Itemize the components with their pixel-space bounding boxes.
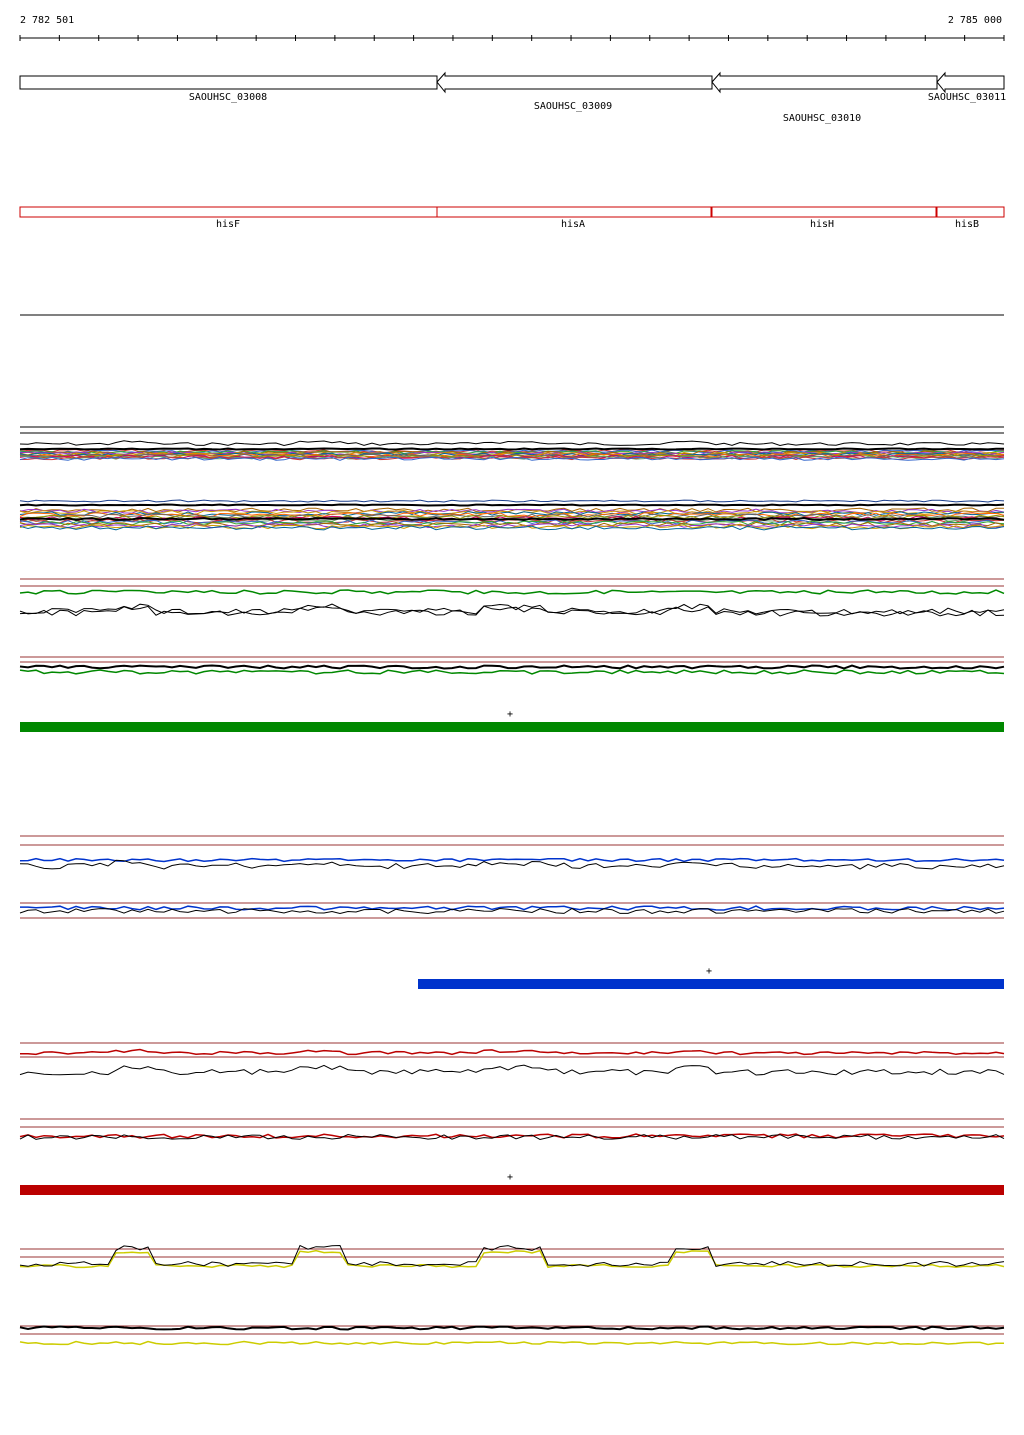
strand-mark-blue: +: [706, 966, 712, 977]
expression-line-black: [19, 1064, 1005, 1076]
expression-group-red: [19, 1042, 1005, 1141]
expression-line-black: [19, 1133, 1005, 1141]
expression-line-black: [19, 440, 1005, 447]
feature-arrow-SAOUHSC_03008[interactable]: [19, 75, 438, 90]
expression-bundle-2: [19, 499, 1005, 531]
expression-line-black: [19, 1325, 1005, 1331]
gene-box-hisB[interactable]: [936, 206, 1005, 218]
gene-label-hisB: hisB: [955, 219, 979, 230]
transcript-bar-blue[interactable]: [418, 979, 1004, 989]
ruler-ticks: [19, 35, 1005, 41]
feature-arrow-SAOUHSC_03009[interactable]: [436, 71, 713, 94]
feature-label-SAOUHSC_03008: SAOUHSC_03008: [189, 92, 267, 103]
expression-line-green: [19, 589, 1005, 595]
feature-label-SAOUHSC_03010: SAOUHSC_03010: [783, 113, 861, 124]
expression-group-blue: [19, 835, 1005, 919]
expression-line-black: [19, 907, 1005, 915]
expression-line-yellow: [19, 1340, 1005, 1346]
expression-line-black: [19, 859, 1005, 870]
feature-track[interactable]: SAOUHSC_03008 SAOUHSC_03009 SAOUHSC_0301…: [19, 71, 1006, 124]
expression-line-black: [19, 516, 1005, 522]
expression-line: [19, 451, 1005, 457]
expression-group-yellow: [19, 1244, 1005, 1346]
expression-line-blue: [20, 905, 1005, 911]
expression-line: [19, 508, 1005, 514]
gene-label-hisF: hisF: [216, 219, 240, 230]
feature-label-SAOUHSC_03009: SAOUHSC_03009: [534, 101, 612, 112]
feature-arrow-SAOUHSC_03010[interactable]: [711, 71, 938, 94]
gene-label-hisA: hisA: [561, 219, 585, 230]
strand-mark-red: +: [507, 1172, 513, 1183]
expression-line-blue: [19, 857, 1005, 863]
expression-bundle-1: [19, 440, 1005, 461]
expression-line: [19, 525, 1005, 531]
strand-mark-green: +: [507, 709, 513, 720]
expression-line-green: [19, 669, 1005, 675]
expression-line-black: [19, 503, 1005, 507]
transcript-bar-green[interactable]: [20, 722, 1004, 732]
gene-label-hisH: hisH: [810, 219, 834, 230]
feature-arrow-SAOUHSC_03011[interactable]: [936, 71, 1005, 94]
expression-line-red: [19, 1048, 1005, 1056]
expression-line-black: [19, 447, 1005, 451]
expression-line: [19, 454, 1005, 459]
expression-line-black: [19, 1244, 1005, 1267]
transcript-bar-red[interactable]: [20, 1185, 1004, 1195]
ruler-start-label: 2 782 501: [20, 15, 74, 26]
gene-box-hisA[interactable]: [436, 206, 712, 218]
expression-line: [19, 456, 1005, 461]
ruler: 2 782 501 2 785 000: [19, 15, 1005, 41]
expression-group-green: [19, 578, 1005, 675]
gene-box-hisH[interactable]: [711, 206, 937, 218]
gene-box-hisF[interactable]: [19, 206, 438, 218]
gene-track[interactable]: hisF hisA hisH hisB: [19, 206, 1005, 230]
expression-line: [19, 499, 1005, 503]
expression-line: [19, 454, 1005, 459]
expression-line: [19, 520, 1005, 526]
expression-traces: [19, 440, 1005, 1346]
ruler-end-label: 2 785 000: [948, 15, 1002, 26]
expression-line: [19, 511, 1005, 517]
expression-line-black: [19, 605, 1005, 617]
expression-line-yellow: [19, 1249, 1005, 1269]
expression-line-black: [19, 664, 1005, 670]
feature-label-SAOUHSC_03011: SAOUHSC_03011: [928, 92, 1006, 103]
expression-line: [19, 514, 1005, 520]
